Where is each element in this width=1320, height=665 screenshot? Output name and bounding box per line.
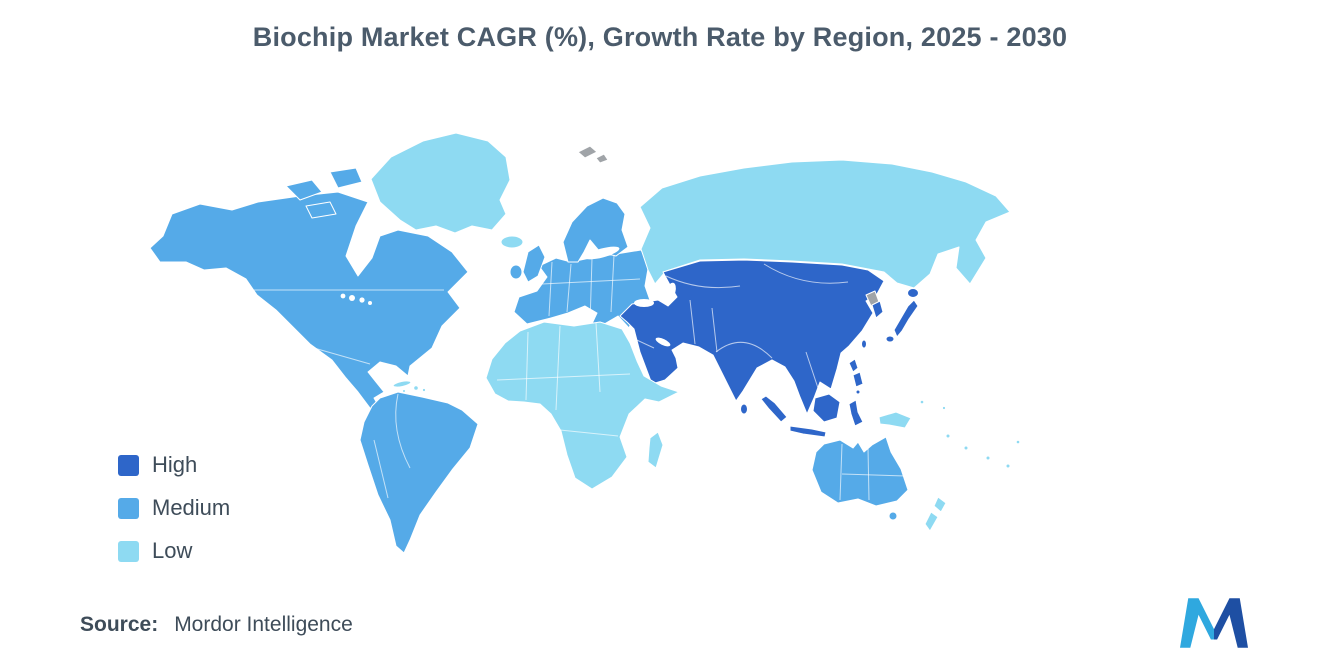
region-philippines (855, 389, 861, 395)
legend: High Medium Low (118, 452, 230, 581)
region-philippines (848, 358, 859, 373)
region-java (789, 425, 827, 438)
region-arctic-islands (285, 179, 323, 201)
legend-swatch-high (118, 454, 139, 476)
country-borders (250, 254, 907, 501)
region-ireland (509, 264, 523, 280)
region-new-zealand (924, 511, 939, 532)
logo-left-shape (1180, 598, 1214, 648)
region-europe (513, 249, 653, 335)
region-madagascar (647, 431, 664, 469)
region-australia (811, 436, 909, 507)
mordor-intelligence-logo (1180, 598, 1248, 648)
persian-gulf (655, 337, 671, 347)
region-svalbard (595, 153, 609, 164)
region-new-guinea (878, 411, 912, 429)
region-africa (485, 321, 680, 490)
region-caribbean (413, 385, 419, 391)
region-asia-high (619, 259, 885, 415)
great-lakes (359, 297, 365, 303)
region-taiwan (861, 339, 867, 349)
region-arctic-islands (305, 201, 337, 219)
island-dot (919, 399, 925, 405)
region-caribbean (421, 387, 427, 393)
region-sumatra (760, 395, 788, 423)
legend-item-low: Low (118, 538, 230, 564)
region-borneo (812, 393, 841, 423)
region-caribbean (392, 380, 412, 388)
region-greenland (370, 132, 511, 234)
region-russia (639, 159, 1011, 289)
region-philippines (852, 371, 864, 388)
region-japan (893, 299, 919, 338)
region-iceland (500, 235, 524, 249)
region-arctic-islands (329, 167, 363, 189)
inland-seas (340, 246, 676, 347)
source-value: Mordor Intelligence (174, 613, 353, 636)
legend-label-medium: Medium (152, 495, 231, 520)
region-south-america (359, 391, 479, 554)
region-tasmania (888, 511, 898, 521)
legend-label-high: High (152, 452, 198, 477)
caspian-sea (666, 282, 676, 300)
region-sulawesi (848, 399, 864, 427)
baltic-sea (584, 246, 620, 260)
island-dot (985, 455, 991, 461)
region-united-kingdom (522, 244, 546, 283)
island-dot (1015, 439, 1021, 445)
region-japan (907, 288, 919, 298)
island-dot (963, 445, 969, 451)
great-lakes (349, 295, 355, 301)
region-scandinavia (562, 197, 629, 263)
page-title: Biochip Market CAGR (%), Growth Rate by … (252, 22, 1068, 52)
region-new-zealand (933, 496, 947, 513)
legend-item-medium: Medium (118, 495, 230, 521)
region-sri-lanka (740, 403, 748, 415)
source-line: Source: Mordor Intelligence (80, 613, 353, 637)
legend-swatch-low (118, 540, 139, 562)
island-dot (941, 405, 947, 411)
great-lakes (340, 293, 346, 299)
region-pacific-islands (919, 399, 1021, 469)
great-lakes (368, 301, 372, 305)
logo-right-shape (1214, 598, 1248, 648)
source-label: Source: (80, 613, 159, 636)
legend-label-low: Low (152, 538, 193, 563)
black-sea (634, 299, 654, 307)
island-dot (1005, 463, 1011, 469)
legend-swatch-medium (118, 497, 139, 519)
region-south-korea (871, 300, 884, 319)
region-japan (885, 335, 895, 343)
region-svalbard (577, 145, 598, 159)
legend-item-high: High (118, 452, 230, 478)
region-caribbean (402, 389, 406, 393)
island-dot (945, 433, 951, 439)
